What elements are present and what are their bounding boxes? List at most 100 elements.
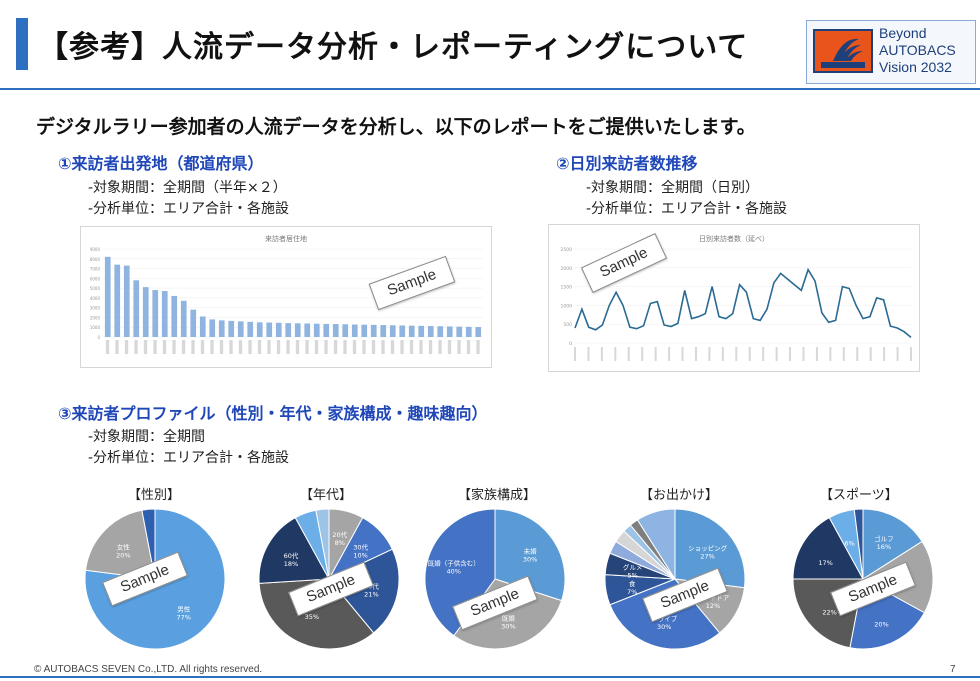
x-tick-mark: [842, 347, 845, 361]
y-tick-label: 1500: [561, 285, 573, 291]
section-2-unit: -分析単位：エリア合計・各施設: [586, 201, 788, 217]
bar-chart-card: 来訪者居住地 0 1000 2000 3000 4000 5000 6000 7000 8000 9…: [80, 226, 492, 368]
pie-slice: [258, 578, 375, 650]
x-tick-mark: [238, 340, 243, 354]
bar: [256, 322, 263, 337]
section-3-heading: ③来訪者プロファイル（性別・年代・家族構成・趣味趣向）: [58, 404, 488, 423]
x-tick-mark: [447, 340, 452, 354]
slice-label: ドライブ 30%: [651, 614, 678, 631]
x-tick-mark: [748, 347, 751, 361]
x-tick-mark: [614, 347, 617, 361]
pie-slice: [315, 508, 330, 580]
slice-label: 既婚（子供含む） 40%: [428, 559, 480, 576]
x-tick-mark: [115, 340, 119, 354]
y-tick-label: 500: [563, 322, 572, 328]
bar: [152, 290, 159, 337]
pie-title-outing: 【お出かけ】: [640, 488, 719, 503]
y-tick-label: 2500: [561, 247, 573, 253]
title-bar: 【参考】人流データ分析・レポーティングについて Beyond AUTOBACS …: [0, 0, 980, 90]
x-tick-mark: [200, 340, 205, 354]
x-tick-mark: [883, 347, 886, 361]
chart-title: 来訪者居住地: [265, 234, 307, 243]
y-tick-label: 9000: [90, 247, 101, 252]
line-chart-card: 日別来訪者数（延べ） 0 500 1000 1500 2000 2500 Sample: [548, 224, 920, 372]
bar: [294, 323, 301, 337]
x-tick-mark: [390, 340, 395, 354]
x-tick-mark: [438, 340, 442, 354]
x-tick-mark: [896, 347, 899, 361]
x-tick-mark: [419, 340, 423, 354]
x-tick-mark: [105, 340, 110, 354]
bar: [418, 325, 425, 337]
bar: [342, 324, 349, 337]
x-tick-mark: [286, 340, 290, 354]
bar: [323, 323, 330, 337]
slice-label: 女性 20%: [116, 542, 130, 559]
bar: [237, 321, 244, 337]
x-tick-mark: [476, 340, 480, 354]
bar: [408, 325, 415, 337]
page-number: 7: [950, 664, 956, 675]
x-tick-mark: [333, 340, 338, 354]
x-tick-mark: [143, 340, 148, 354]
bar: [266, 322, 273, 337]
pie-title-family: 【家族構成】: [458, 488, 537, 503]
bar: [209, 319, 216, 337]
bar: [171, 295, 178, 337]
slice-label: 食 7%: [627, 579, 637, 596]
slice-label: ショッピング 27%: [688, 543, 728, 560]
slice-label: 22%: [822, 609, 836, 617]
x-tick-mark: [775, 347, 778, 361]
slice-label: 既婚 30%: [501, 613, 515, 630]
section-3-period: -対象期間：全期間: [88, 429, 206, 445]
x-tick-mark: [134, 340, 138, 354]
x-tick-mark: [191, 340, 195, 354]
bar: [199, 316, 206, 337]
x-tick-mark: [428, 340, 433, 354]
bar: [247, 321, 254, 337]
y-tick-label: 2000: [561, 266, 573, 272]
x-tick-mark: [829, 347, 832, 361]
page-title: 【参考】人流データ分析・レポーティングについて: [38, 30, 749, 65]
pie-slice: [84, 509, 156, 580]
line-chart: 日別来訪者数（延べ） 0 500 1000 1500 2000 2500: [561, 234, 912, 361]
slice-label: ゴルフ 16%: [874, 534, 894, 551]
y-tick-label: 8000: [90, 257, 101, 262]
y-tick-label: 4000: [90, 296, 101, 301]
y-tick-label: 7000: [90, 267, 101, 272]
x-tick-mark: [457, 340, 461, 354]
bar: [114, 264, 121, 337]
x-tick-mark: [641, 347, 644, 361]
bar: [361, 324, 368, 337]
x-tick-mark: [721, 347, 724, 361]
bottom-divider: [0, 676, 980, 678]
x-tick-mark: [409, 340, 414, 354]
x-tick-mark: [257, 340, 262, 354]
x-tick-mark: [815, 347, 818, 361]
x-tick-mark: [627, 347, 630, 361]
logo-line-3: Vision 2032: [879, 59, 952, 75]
x-tick-mark: [172, 340, 176, 354]
x-tick-mark: [789, 347, 792, 361]
pie-slice: [862, 508, 923, 580]
x-tick-mark: [181, 340, 186, 354]
bar: [304, 323, 311, 337]
y-tick-label: 3000: [90, 306, 101, 311]
x-tick-mark: [229, 340, 233, 354]
section-1-period: -対象期間：全期間（半年×２）: [88, 180, 287, 196]
y-tick-label: 1000: [90, 325, 101, 330]
vision-logo-text: Beyond AUTOBACS Vision 2032: [879, 25, 956, 76]
logo-line-2: AUTOBACS: [879, 42, 956, 58]
pie-slice: [674, 508, 746, 589]
bar-chart: 来訪者居住地 0 1000 2000 3000 4000 5000 6000 7000 8000 9…: [90, 234, 483, 354]
x-tick-mark: [400, 340, 404, 354]
slice-label: グルメ 5%: [623, 563, 643, 580]
bar: [389, 325, 396, 337]
x-tick-mark: [708, 347, 711, 361]
x-tick-mark: [762, 347, 765, 361]
pie-title-age: 【年代】: [300, 488, 353, 503]
bar: [465, 326, 472, 337]
slice-label: アウトドア 12%: [697, 594, 730, 610]
bar: [218, 320, 225, 337]
